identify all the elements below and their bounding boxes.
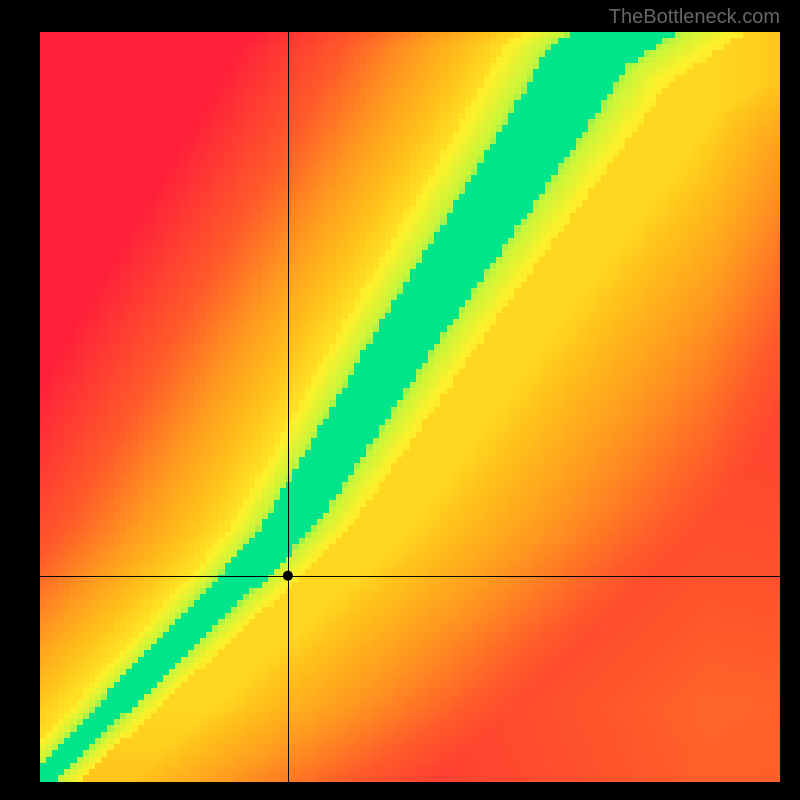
chart-container: TheBottleneck.com xyxy=(0,0,800,800)
watermark-text: TheBottleneck.com xyxy=(609,6,780,29)
heatmap-plot xyxy=(40,32,780,782)
